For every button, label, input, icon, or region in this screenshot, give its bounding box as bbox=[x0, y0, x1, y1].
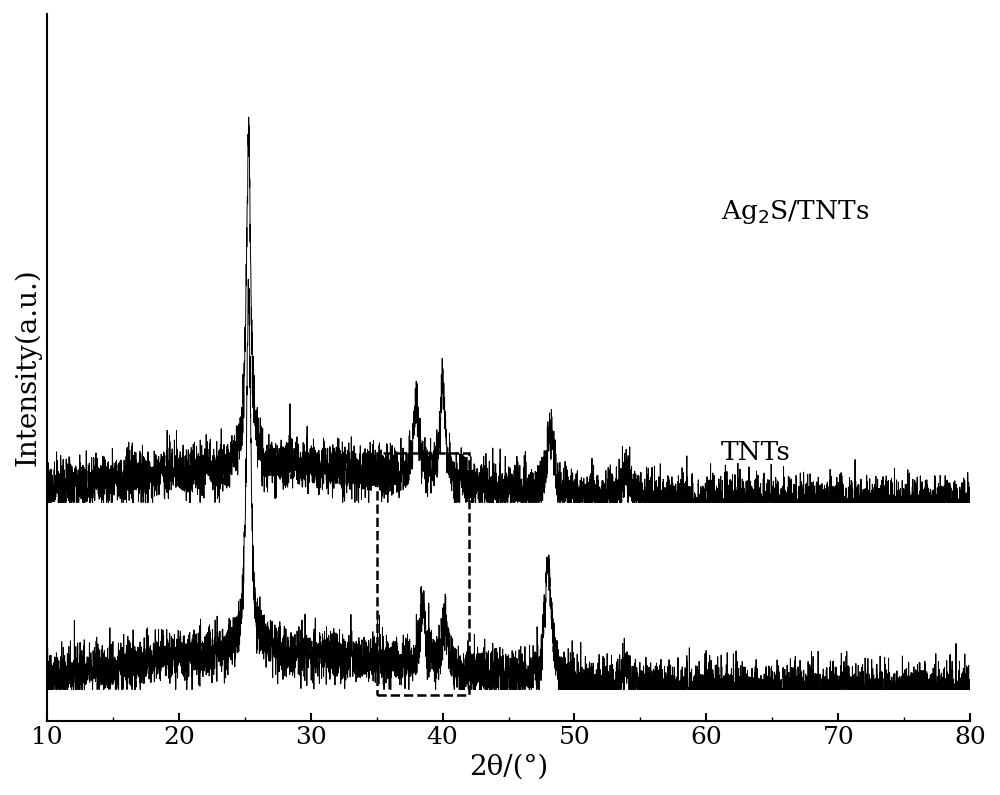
Text: TNTs: TNTs bbox=[721, 440, 791, 464]
Bar bbox=[377, 452, 469, 695]
X-axis label: 2θ/(°): 2θ/(°) bbox=[469, 754, 548, 781]
Text: Ag$_2$S/TNTs: Ag$_2$S/TNTs bbox=[721, 198, 869, 226]
Y-axis label: Intensity(a.u.): Intensity(a.u.) bbox=[14, 269, 41, 466]
